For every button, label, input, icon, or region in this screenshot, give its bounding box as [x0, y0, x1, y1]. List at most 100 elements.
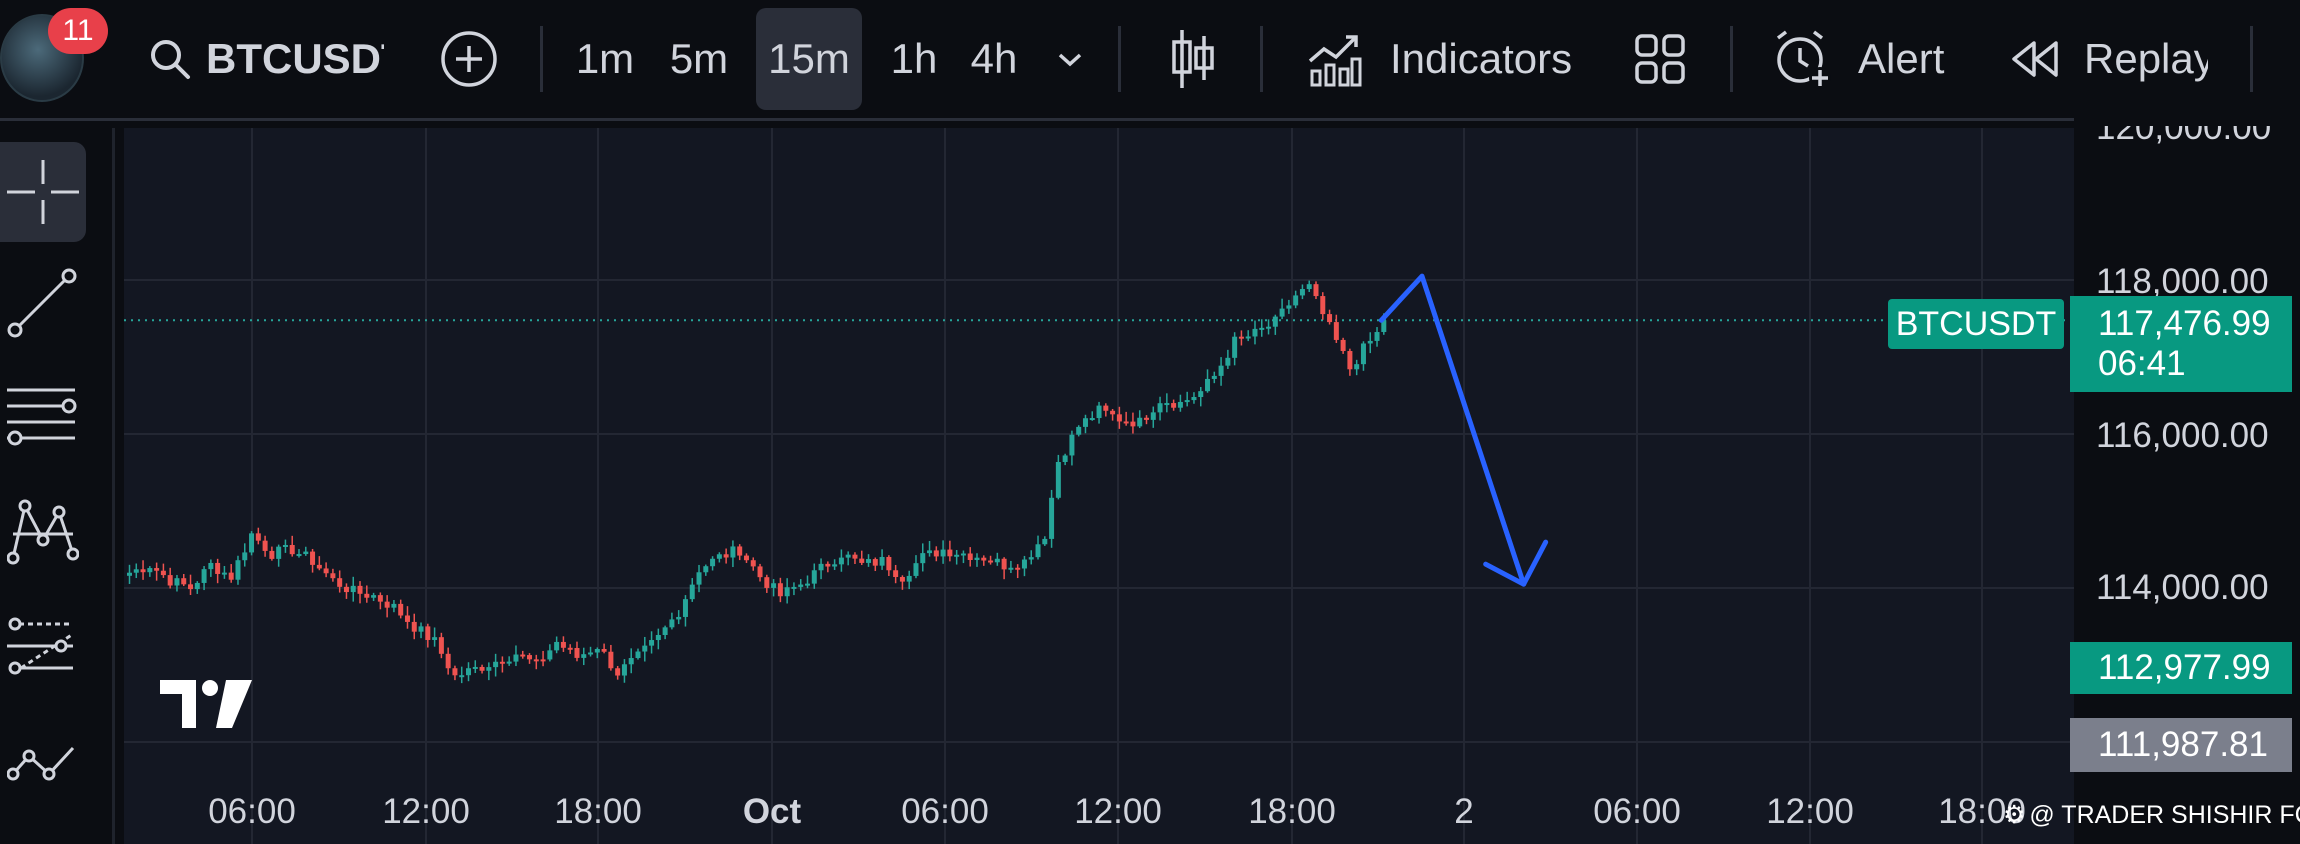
candle-body	[845, 554, 851, 558]
candle-body	[1137, 417, 1143, 427]
candle	[1028, 550, 1034, 565]
candle	[859, 550, 865, 566]
candle-body	[1082, 418, 1088, 427]
candle	[1279, 298, 1285, 320]
layouts-button[interactable]	[1634, 0, 1686, 118]
candle-body	[1286, 305, 1292, 309]
symbol-search[interactable]: BTCUSDT	[148, 0, 384, 118]
candle	[899, 575, 905, 590]
candle-body	[1340, 339, 1346, 352]
timeframe-1h[interactable]: 1h	[890, 35, 938, 82]
candle	[933, 546, 939, 562]
candle	[228, 564, 234, 583]
search-icon	[148, 37, 192, 81]
candle-body	[818, 563, 824, 571]
candle	[459, 666, 465, 684]
candle	[832, 559, 838, 570]
candle-body	[262, 540, 268, 551]
candle	[350, 576, 356, 602]
candle-body	[228, 572, 234, 580]
candle	[594, 647, 600, 659]
candle	[221, 566, 227, 579]
candle	[1171, 399, 1177, 411]
candle-body	[1015, 567, 1021, 570]
candle-body	[588, 652, 594, 655]
candle-body	[730, 546, 736, 558]
timeframe-15m[interactable]: 15m	[756, 8, 862, 110]
candle-body	[1272, 316, 1278, 327]
timeframe-dropdown[interactable]	[1054, 0, 1086, 118]
indicators-button[interactable]: Indicators	[1306, 0, 1572, 118]
candle	[1286, 299, 1292, 314]
candle	[954, 549, 960, 565]
path-tool[interactable]	[0, 708, 86, 808]
candle-body	[615, 668, 621, 676]
arrow-annotation[interactable]	[1378, 273, 1527, 587]
candle-body	[1028, 557, 1034, 560]
candle	[1150, 406, 1156, 428]
candle	[960, 550, 966, 564]
candle-body	[1259, 327, 1265, 330]
settings-icon: ⚙	[2003, 801, 2026, 829]
candlestick-chart[interactable]	[124, 128, 2074, 844]
candle	[893, 564, 899, 584]
candle-body	[825, 563, 831, 567]
candle	[1055, 454, 1061, 500]
candle-body	[872, 559, 878, 566]
chart-type-button[interactable]	[1168, 0, 1218, 118]
candle-body	[988, 560, 994, 563]
pattern-tool[interactable]	[0, 480, 86, 580]
replay-button[interactable]: Replay	[2010, 0, 2208, 118]
candle	[208, 559, 214, 577]
candle-body	[981, 557, 987, 561]
price-label-green: 112,977.99	[2070, 642, 2292, 694]
candle-body	[167, 575, 173, 586]
crosshair-tool[interactable]	[0, 142, 86, 242]
timeframe-5m[interactable]: 5m	[669, 35, 729, 82]
candle	[527, 653, 533, 664]
watermark-text: @ TRADER SHISHIR FCS	[2029, 801, 2300, 829]
candle-body	[1008, 567, 1014, 570]
candle	[1076, 425, 1082, 437]
candle-body	[486, 667, 492, 671]
candle-body	[920, 553, 926, 564]
candle-body	[906, 575, 912, 582]
time-tick: 18:00	[554, 792, 642, 831]
timeframe-4h[interactable]: 4h	[970, 35, 1018, 82]
candle	[750, 557, 756, 571]
time-tick: 12:00	[1074, 792, 1162, 831]
candle-body	[438, 637, 444, 654]
candle-body	[357, 585, 363, 594]
candle-body	[655, 635, 661, 641]
candle	[343, 583, 349, 599]
candle-body	[350, 585, 356, 593]
alert-button[interactable]: Alert	[1772, 0, 1944, 118]
candle	[1327, 309, 1333, 325]
candle-body	[628, 658, 634, 665]
candle-body	[1299, 289, 1305, 296]
time-tick: 12:00	[1766, 792, 1854, 831]
candle-body	[601, 648, 607, 652]
candle	[981, 555, 987, 566]
candle	[1096, 401, 1102, 424]
candle	[276, 544, 282, 567]
forecast-tool[interactable]	[0, 598, 86, 698]
candle	[384, 595, 390, 618]
candle	[1333, 314, 1339, 343]
candle-body	[791, 586, 797, 589]
candle	[621, 659, 627, 683]
candle-body	[316, 564, 322, 569]
timeframe-1m[interactable]: 1m	[575, 35, 635, 82]
candle	[391, 600, 397, 613]
tradingview-logo	[160, 680, 252, 737]
watermark: ⚙ @ TRADER SHISHIR FCS	[2003, 800, 2300, 830]
candle	[588, 646, 594, 657]
candle-body	[1055, 462, 1061, 498]
candle	[1144, 415, 1149, 425]
candle-body	[716, 554, 722, 559]
fib-retracement-tool[interactable]	[0, 364, 86, 464]
trend-line-tool[interactable]	[0, 252, 86, 352]
compare-button[interactable]	[440, 0, 498, 118]
candle-body	[1144, 417, 1149, 420]
candle-body	[303, 551, 309, 555]
